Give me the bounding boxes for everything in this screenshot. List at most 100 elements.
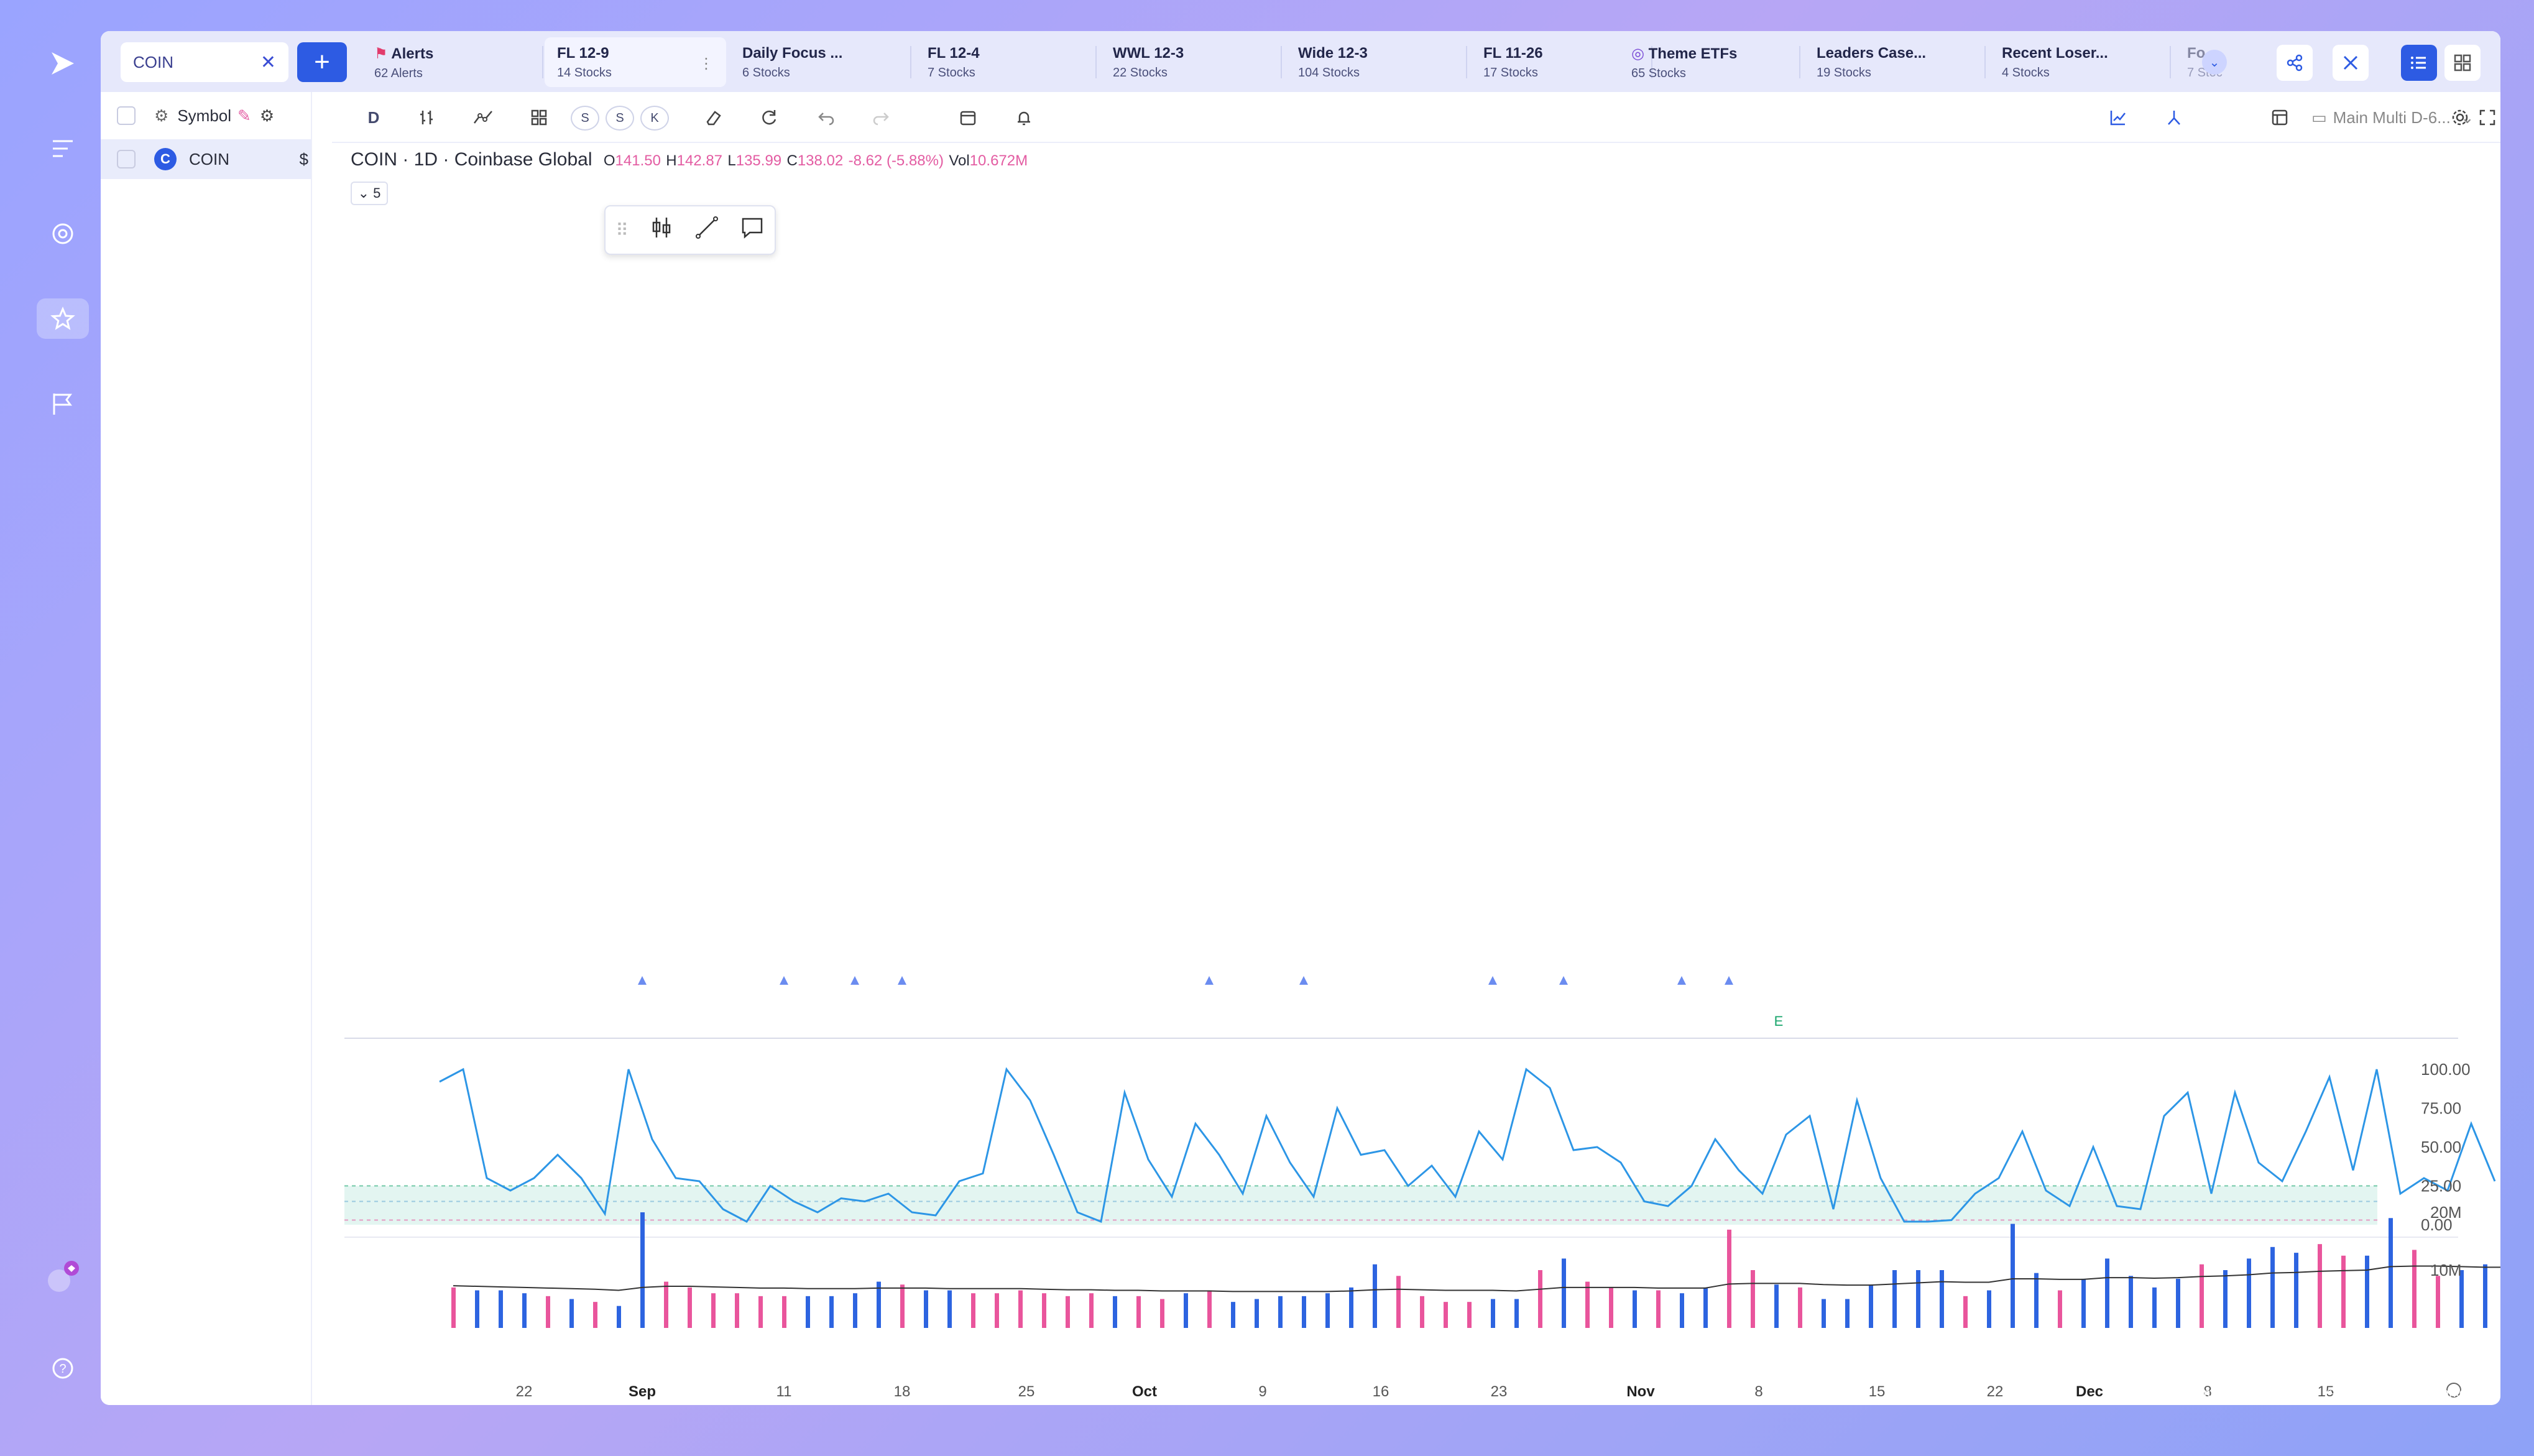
x-social-icon[interactable] [2333, 45, 2369, 81]
symbol-column-header[interactable]: Symbol [177, 106, 232, 125]
volume-bar [1916, 1270, 1920, 1328]
layout-select[interactable]: ▭ Main Multi D-6... ⌄ [2311, 103, 2498, 132]
date-tick-label: 15 [2318, 1383, 2334, 1400]
volume-bar [735, 1293, 739, 1328]
settings-icon[interactable]: ⚙ [259, 106, 275, 125]
volume-bar [2105, 1258, 2109, 1328]
tab-title: Leaders Case... [1817, 45, 1927, 62]
osc-tick-label: 50.00 [2421, 1138, 2461, 1156]
volume-bar [2318, 1244, 2322, 1328]
indicator-layers-toggle[interactable]: ⌄ 5 [351, 182, 388, 205]
volume-bar [2129, 1276, 2133, 1328]
tab-daily-focus[interactable]: Daily Focus ... 6 Stocks [730, 37, 911, 87]
volume-bar [1892, 1270, 1897, 1328]
date-tick-label: 22 [516, 1383, 533, 1400]
tab-wide-12-3[interactable]: Wide 12-3 104 Stocks [1286, 37, 1467, 87]
volume-bar [900, 1284, 905, 1328]
k-button[interactable]: K [640, 106, 669, 131]
volume-bar [617, 1306, 621, 1328]
s-button[interactable]: S [571, 106, 599, 131]
chart-line-icon[interactable] [2104, 103, 2132, 132]
star-icon[interactable] [37, 298, 89, 339]
volume-bar [1822, 1299, 1826, 1328]
candles-icon[interactable] [649, 215, 674, 246]
drag-handle-icon[interactable]: ⠿ [615, 220, 629, 240]
tab-wwl-12-3[interactable]: WWL 12-3 22 Stocks [1100, 37, 1282, 87]
volume-bar [2341, 1255, 2346, 1328]
alert-bell-icon[interactable] [1010, 103, 1038, 132]
drawing-toolbar: ⠿ [604, 205, 776, 255]
volume-bar [1514, 1299, 1519, 1328]
interval-button[interactable]: D [367, 108, 380, 127]
volume-bar [522, 1293, 527, 1328]
tab-subtitle: 22 Stocks [1113, 66, 1168, 80]
flag-icon: ⚑ [374, 45, 388, 62]
volume-bar [664, 1281, 668, 1328]
gear-icon[interactable]: ⚙ [154, 106, 169, 125]
radar-icon[interactable] [37, 213, 89, 254]
datetime: Monday, December 11 4:23:08 PM [2121, 1386, 2312, 1400]
tab-fl-12-9[interactable]: FL 12-9 14 Stocks ⋮ [545, 37, 726, 87]
menu-icon[interactable] [37, 129, 89, 169]
eraser-icon[interactable] [699, 103, 727, 132]
volume-bar [451, 1287, 456, 1328]
volume-bar [2270, 1246, 2275, 1328]
share-icon[interactable] [2277, 45, 2313, 81]
volume-bar [1751, 1270, 1755, 1328]
avatar-icon[interactable] [37, 1258, 89, 1299]
tab-recent-losers[interactable]: Recent Loser... 4 Stocks [1989, 37, 2171, 87]
symbol-search-input[interactable]: COIN ✕ [121, 42, 288, 82]
flag-icon[interactable] [37, 384, 89, 424]
row-checkbox[interactable] [117, 150, 136, 168]
chevron-down-icon[interactable]: ⌄ [2202, 50, 2227, 75]
refresh-icon[interactable] [755, 103, 783, 132]
price-chart[interactable]: E 100.00 75.00 50.00 25.00 0.00 20M 10M 22 Sep 11 1… [332, 143, 2500, 1405]
signal-triangle-icon [1677, 976, 1686, 985]
volume-bar [688, 1287, 692, 1328]
select-all-checkbox[interactable] [117, 106, 136, 125]
grid-view-icon[interactable] [2444, 45, 2481, 81]
undo-icon[interactable] [812, 103, 841, 132]
date-tick-label: 16 [1373, 1383, 1389, 1400]
redo-icon[interactable] [867, 103, 895, 132]
trendline-icon[interactable] [694, 215, 719, 246]
volume-bar [546, 1296, 550, 1328]
volume-bar [1302, 1296, 1306, 1328]
bar-type-icon[interactable] [413, 103, 441, 132]
list-view-icon[interactable] [2401, 45, 2437, 81]
calendar-icon[interactable] [954, 103, 982, 132]
clear-icon[interactable]: ✕ [260, 52, 276, 73]
volume-bar [2011, 1223, 2015, 1328]
volume-bar [2081, 1278, 2086, 1328]
fullscreen-icon[interactable] [2473, 103, 2500, 132]
s-button-2[interactable]: S [606, 106, 634, 131]
tab-leaders-case[interactable]: Leaders Case... 19 Stocks [1804, 37, 1986, 87]
tab-fl-12-4[interactable]: FL 12-4 7 Stocks [915, 37, 1097, 87]
volume-bar [2176, 1278, 2180, 1328]
status-bar: 1 of 1 results (0 selected) Monday, Dece… [0, 1374, 2534, 1456]
settings-icon[interactable] [2446, 103, 2474, 132]
volume-bar [1160, 1299, 1164, 1328]
volume-bar [2247, 1258, 2251, 1328]
legend-close: 138.02 [797, 152, 844, 169]
date-tick-label: 8 [1754, 1383, 1762, 1400]
comment-icon[interactable] [740, 215, 765, 246]
tab-alerts[interactable]: ⚑ Alerts 62 Alerts [362, 37, 543, 87]
logo-icon[interactable] [37, 44, 89, 84]
tab-fl-11-26[interactable]: FL 11-26 17 Stocks [1471, 37, 1652, 87]
tab-title: FL 12-9 [557, 45, 609, 62]
volume-bar [499, 1290, 503, 1328]
compare-icon[interactable] [2160, 103, 2188, 132]
pencil-icon[interactable]: ✎ [237, 106, 251, 125]
date-tick-label: 18 [894, 1383, 911, 1400]
templates-icon[interactable] [525, 103, 553, 132]
tab-theme-etfs[interactable]: ◎ Theme ETFs 65 Stocks [1619, 37, 1800, 87]
add-watchlist-button[interactable]: + [297, 42, 347, 82]
watchlist-row[interactable]: C COIN $ [101, 139, 311, 179]
layout-icon[interactable] [2265, 103, 2294, 132]
legend-low-label: L [727, 152, 736, 169]
indicators-icon[interactable] [469, 103, 497, 132]
help-icon[interactable]: ? [37, 1348, 89, 1388]
more-icon[interactable]: ⋮ [699, 55, 714, 72]
